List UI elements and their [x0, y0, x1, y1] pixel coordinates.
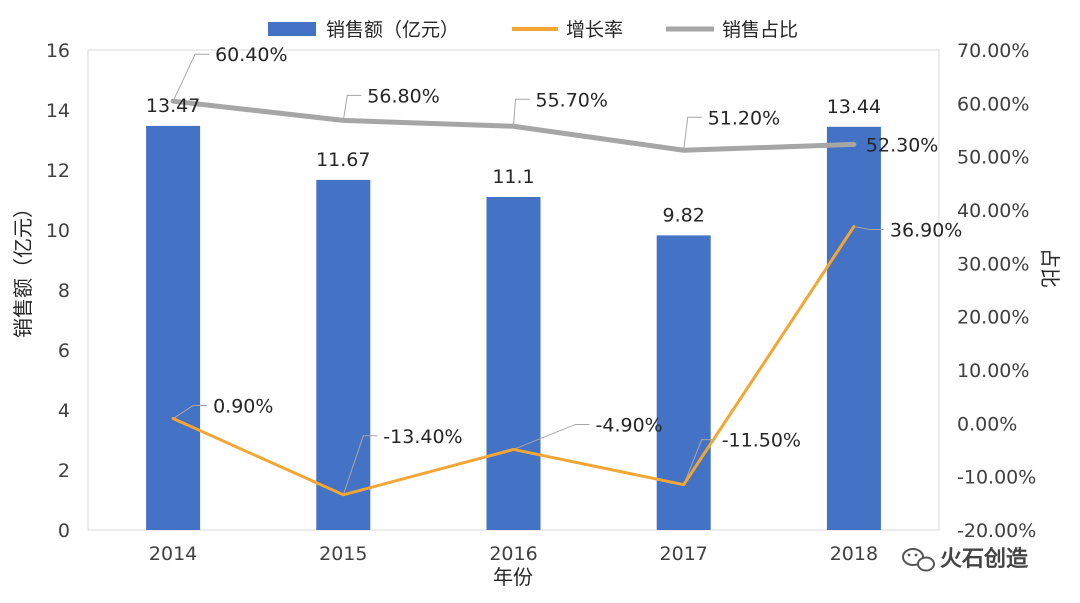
legend: 销售额（亿元） 增长率 销售占比: [268, 19, 798, 41]
sales-share-label: 55.70%: [536, 89, 608, 111]
bar-data-label: 11.1: [492, 166, 534, 188]
y2-tick-label: -20.00%: [957, 520, 1036, 542]
y-axis-title: 销售额（亿元）: [11, 198, 35, 338]
sales-share-label: 60.40%: [215, 44, 287, 66]
y2-tick-label: -10.00%: [957, 467, 1036, 489]
bar-data-label: 11.67: [316, 149, 370, 171]
growth-rate-label: -13.40%: [383, 426, 462, 448]
bar: [316, 179, 371, 530]
y2-tick-label: 70.00%: [957, 40, 1029, 62]
label-leader-lines: [172, 53, 884, 495]
legend-label-sales: 销售额（亿元）: [326, 19, 459, 41]
y-tick-label: 16: [46, 40, 70, 62]
x-axis-title: 年份: [493, 565, 533, 589]
data-labels: 13.47 11.67 11.1 9.82 13.44 0.90% -13.40% -4.90…: [146, 44, 962, 451]
y-tick-label: 14: [46, 100, 70, 122]
x-tick-label: 2014: [149, 543, 197, 565]
legend-label-share: 销售占比: [722, 19, 798, 41]
y2-tick-label: 10.00%: [957, 360, 1029, 382]
label-leader-line: [342, 94, 362, 121]
x-tick-label: 2017: [660, 543, 708, 565]
sales-share-label: 52.30%: [866, 134, 938, 156]
y2-axis-title: 占比: [1038, 248, 1062, 288]
y2-tick-label: 30.00%: [957, 253, 1029, 275]
bar: [486, 197, 541, 530]
watermark: 火石创造: [902, 547, 1028, 572]
legend-swatch-sales: [268, 22, 316, 36]
growth-rate-label: 0.90%: [213, 396, 273, 418]
label-leader-line: [683, 116, 702, 151]
y-tick-label: 6: [58, 340, 70, 362]
sales-share-line: [170, 98, 857, 153]
y-tick-label: 10: [46, 220, 70, 242]
legend-label-growth: 增长率: [566, 19, 623, 41]
y2-tick-label: 40.00%: [957, 200, 1029, 222]
label-leader-line: [513, 423, 590, 450]
growth-rate-line: [171, 225, 856, 497]
axis-ticks: 0 2 4 6 8 10 12 14 16 -20.00% -10.00% 0.00% 10.00% 20…: [46, 40, 1037, 565]
label-leader-line: [342, 435, 378, 495]
growth-rate-label: 36.90%: [890, 220, 962, 242]
growth-rate-label: -4.90%: [596, 414, 663, 436]
bar: [146, 125, 201, 531]
y2-tick-label: 50.00%: [957, 147, 1029, 169]
x-tick-label: 2018: [830, 543, 878, 565]
bar: [826, 126, 881, 531]
wechat-icon: [902, 548, 935, 572]
label-leader-line: [172, 53, 210, 102]
y2-tick-label: 0.00%: [957, 413, 1017, 435]
y-tick-label: 12: [46, 160, 70, 182]
bar-series: [146, 125, 881, 531]
watermark-text: 火石创造: [940, 547, 1028, 572]
y-tick-label: 0: [58, 520, 70, 542]
sales-share-label: 51.20%: [708, 107, 780, 129]
y-tick-label: 8: [58, 280, 70, 302]
label-leader-line: [683, 439, 716, 485]
y-tick-label: 2: [58, 460, 70, 482]
bar-data-label: 9.82: [663, 204, 705, 226]
y2-tick-label: 20.00%: [957, 307, 1029, 329]
sales-share-label: 56.80%: [367, 85, 439, 107]
label-leader-line: [513, 98, 530, 127]
line-series: [170, 98, 857, 497]
x-tick-label: 2015: [319, 543, 367, 565]
growth-rate-label: -11.50%: [722, 430, 801, 452]
label-leader-line: [172, 405, 208, 419]
bar-data-label: 13.47: [146, 95, 200, 117]
x-tick-label: 2016: [489, 543, 537, 565]
y2-tick-label: 60.00%: [957, 93, 1029, 115]
label-leader-line: [853, 226, 884, 231]
y-tick-label: 4: [58, 400, 70, 422]
bar-data-label: 13.44: [827, 96, 881, 118]
